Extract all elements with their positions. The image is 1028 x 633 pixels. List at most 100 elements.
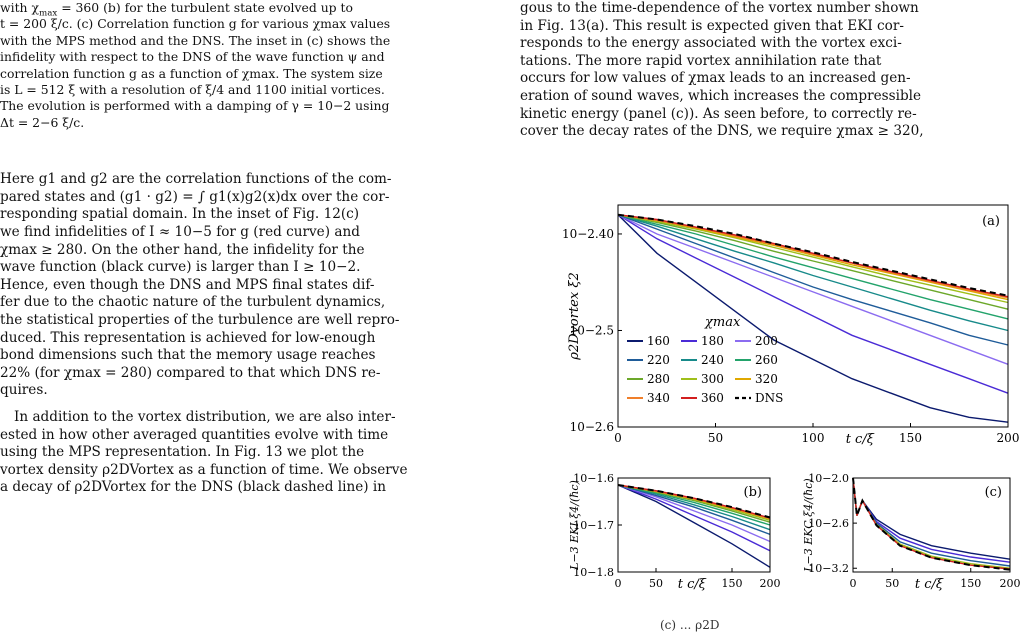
text-line: responding spatial domain. In the inset …	[0, 206, 360, 223]
text-line: wave function (black curve) is larger th…	[0, 259, 361, 276]
text-line: χmax ≥ 280. On the other hand, the infid…	[0, 241, 365, 258]
caption-sub: max	[38, 8, 58, 19]
y-tick-label: 10−3.2	[808, 562, 849, 575]
x-tick-label: 150	[960, 577, 981, 590]
x-axis-label: t c/ξ	[846, 432, 875, 447]
x-axis-label: t c/ξ	[915, 577, 944, 592]
legend-entry-180: 180	[701, 334, 724, 348]
series-line-180	[617, 214, 1009, 394]
caption-line: = 360 (b) for the turbulent state evolve…	[57, 0, 353, 15]
series-line-180	[852, 477, 1011, 563]
caption-line: is L = 512 ξ with a resolution of ξ/4 an…	[0, 82, 385, 98]
text-line: the statistical properties of the turbul…	[0, 312, 400, 328]
series-line-320	[617, 484, 771, 520]
series-line-DNS	[852, 477, 1011, 571]
text-line: a decay of ρ2DVortex for the DNS (black …	[0, 479, 386, 496]
plot-frame	[617, 204, 1009, 428]
series-line-220	[617, 214, 1009, 346]
y-tick-label: 10−2.6	[570, 420, 614, 434]
x-tick-label: 50	[649, 577, 663, 590]
text-line: pared states and (g1 · g2) = ∫ g1(x)g2(x…	[0, 188, 390, 205]
x-tick-label: 50	[885, 577, 899, 590]
text-line: occurs for low values of χmax leads to a…	[520, 70, 911, 87]
text-line: Hence, even though the DNS and MPS final…	[0, 276, 375, 293]
series-line-360	[852, 477, 1011, 570]
body-paragraph-energy: gous to the time-dependence of the vorte…	[520, 0, 1020, 141]
left-column: with χmax = 360 (b) for the turbulent st…	[0, 0, 500, 497]
text-line: 22% (for χmax = 280) compared to that wh…	[0, 364, 381, 381]
text-line: vortex density ρ2DVortex as a function o…	[0, 461, 408, 478]
series-line-DNS	[617, 484, 771, 519]
series-line-340	[617, 484, 771, 520]
figure-12-caption-fragment: with χmax = 360 (b) for the turbulent st…	[0, 0, 500, 131]
x-tick-label: 200	[1000, 577, 1021, 590]
series-line-360	[617, 484, 771, 519]
plot-frame	[617, 477, 771, 573]
series-line-260	[617, 214, 1009, 320]
text-line: In addition to the vortex distribution, …	[14, 408, 396, 425]
body-paragraph-vortex-density: In addition to the vortex distribution, …	[0, 409, 500, 497]
series-line-300	[852, 477, 1011, 569]
y-tick-label: 10−2.6	[808, 517, 849, 530]
text-line: using the MPS representation. In Fig. 13…	[0, 444, 365, 461]
caption-line: infidelity with respect to the DNS of th…	[0, 49, 385, 65]
series-line-360	[617, 214, 1009, 298]
y-tick-label: 10−2.40	[562, 227, 614, 241]
x-tick-label: 50	[708, 431, 723, 445]
x-tick-label: 200	[997, 431, 1020, 445]
series-line-300	[617, 214, 1009, 304]
legend-entry-240: 240	[701, 353, 724, 367]
x-tick-label: 0	[614, 431, 622, 445]
text-line: tations. The more rapid vortex annihilat…	[520, 52, 882, 69]
caption-line: Δt = 2−6 ξ/c.	[0, 114, 85, 130]
panel-label: (b)	[744, 485, 762, 500]
series-line-260	[617, 484, 771, 526]
series-line-DNS	[617, 213, 1009, 297]
legend-entry-DNS: DNS	[755, 391, 783, 405]
text-line: responds to the energy associated with t…	[520, 35, 902, 52]
y-axis-label: L−3 EKI ξ4/(ħc)	[568, 480, 581, 571]
series-line-320	[617, 214, 1009, 301]
text-line: eration of sound waves, which increases …	[520, 87, 922, 104]
legend-entry-160: 160	[647, 334, 670, 348]
legend-entry-200: 200	[755, 334, 778, 348]
legend-title: χmax	[704, 315, 741, 330]
legend-entry-280: 280	[647, 372, 670, 386]
text-line: we find infidelities of I ≈ 10−5 for g (…	[0, 224, 360, 241]
figure-bottom-fragment: (c) ... ρ2D	[660, 618, 720, 632]
right-column: gous to the time-dependence of the vorte…	[520, 0, 1020, 141]
series-line-200	[617, 214, 1009, 365]
x-axis-label: t c/ξ	[678, 577, 707, 592]
legend-entry-300: 300	[701, 372, 724, 386]
text-line: cover the decay rates of the DNS, we req…	[520, 123, 924, 140]
chart-panel-2: 0 50 150 200 10−2.0 10−2.6 10−3.2 (c) t c/ξ L−3 E…	[802, 472, 1021, 592]
series-line-340	[617, 214, 1009, 299]
text-line: in Fig. 13(a). This result is expected g…	[520, 17, 904, 34]
y-tick-label: 10−1.8	[573, 566, 614, 579]
caption-line: The evolution is performed with a dampin…	[0, 98, 390, 114]
y-axis-label: L−3 EKC ξ4/(ħc)	[802, 478, 815, 572]
x-tick-label: 0	[850, 577, 857, 590]
series-line-240	[617, 214, 1009, 332]
series-line-220	[617, 484, 771, 536]
series-line-160	[617, 484, 771, 568]
series-line-280	[617, 214, 1009, 310]
series-line-160	[852, 477, 1011, 560]
x-tick-label: 150	[899, 431, 922, 445]
y-tick-label: 10−2.0	[808, 472, 849, 485]
series-line-220	[852, 477, 1011, 567]
text-line: kinetic energy (panel (c)). As seen befo…	[520, 105, 917, 122]
panel-label: (c)	[985, 485, 1002, 500]
chart-panel-0: 0 50 100 150 200 10−2.40 10−2.5 10−2.6 (a) t c/ξ ρ…	[562, 204, 1020, 447]
caption-line: with χ	[0, 0, 39, 15]
series-line-180	[617, 484, 771, 552]
text-line: duced. This representation is achieved f…	[0, 329, 376, 346]
x-tick-label: 150	[722, 577, 743, 590]
x-tick-label: 0	[615, 577, 622, 590]
x-tick-label: 200	[760, 577, 781, 590]
legend-entry-340: 340	[647, 391, 670, 405]
y-tick-label: 10−1.6	[573, 472, 614, 485]
text-line: Here g1 and g2 are the correlation funct…	[0, 171, 392, 188]
text-line: ested in how other averaged quantities e…	[0, 426, 389, 443]
text-line: bond dimensions such that the memory usa…	[0, 347, 376, 364]
